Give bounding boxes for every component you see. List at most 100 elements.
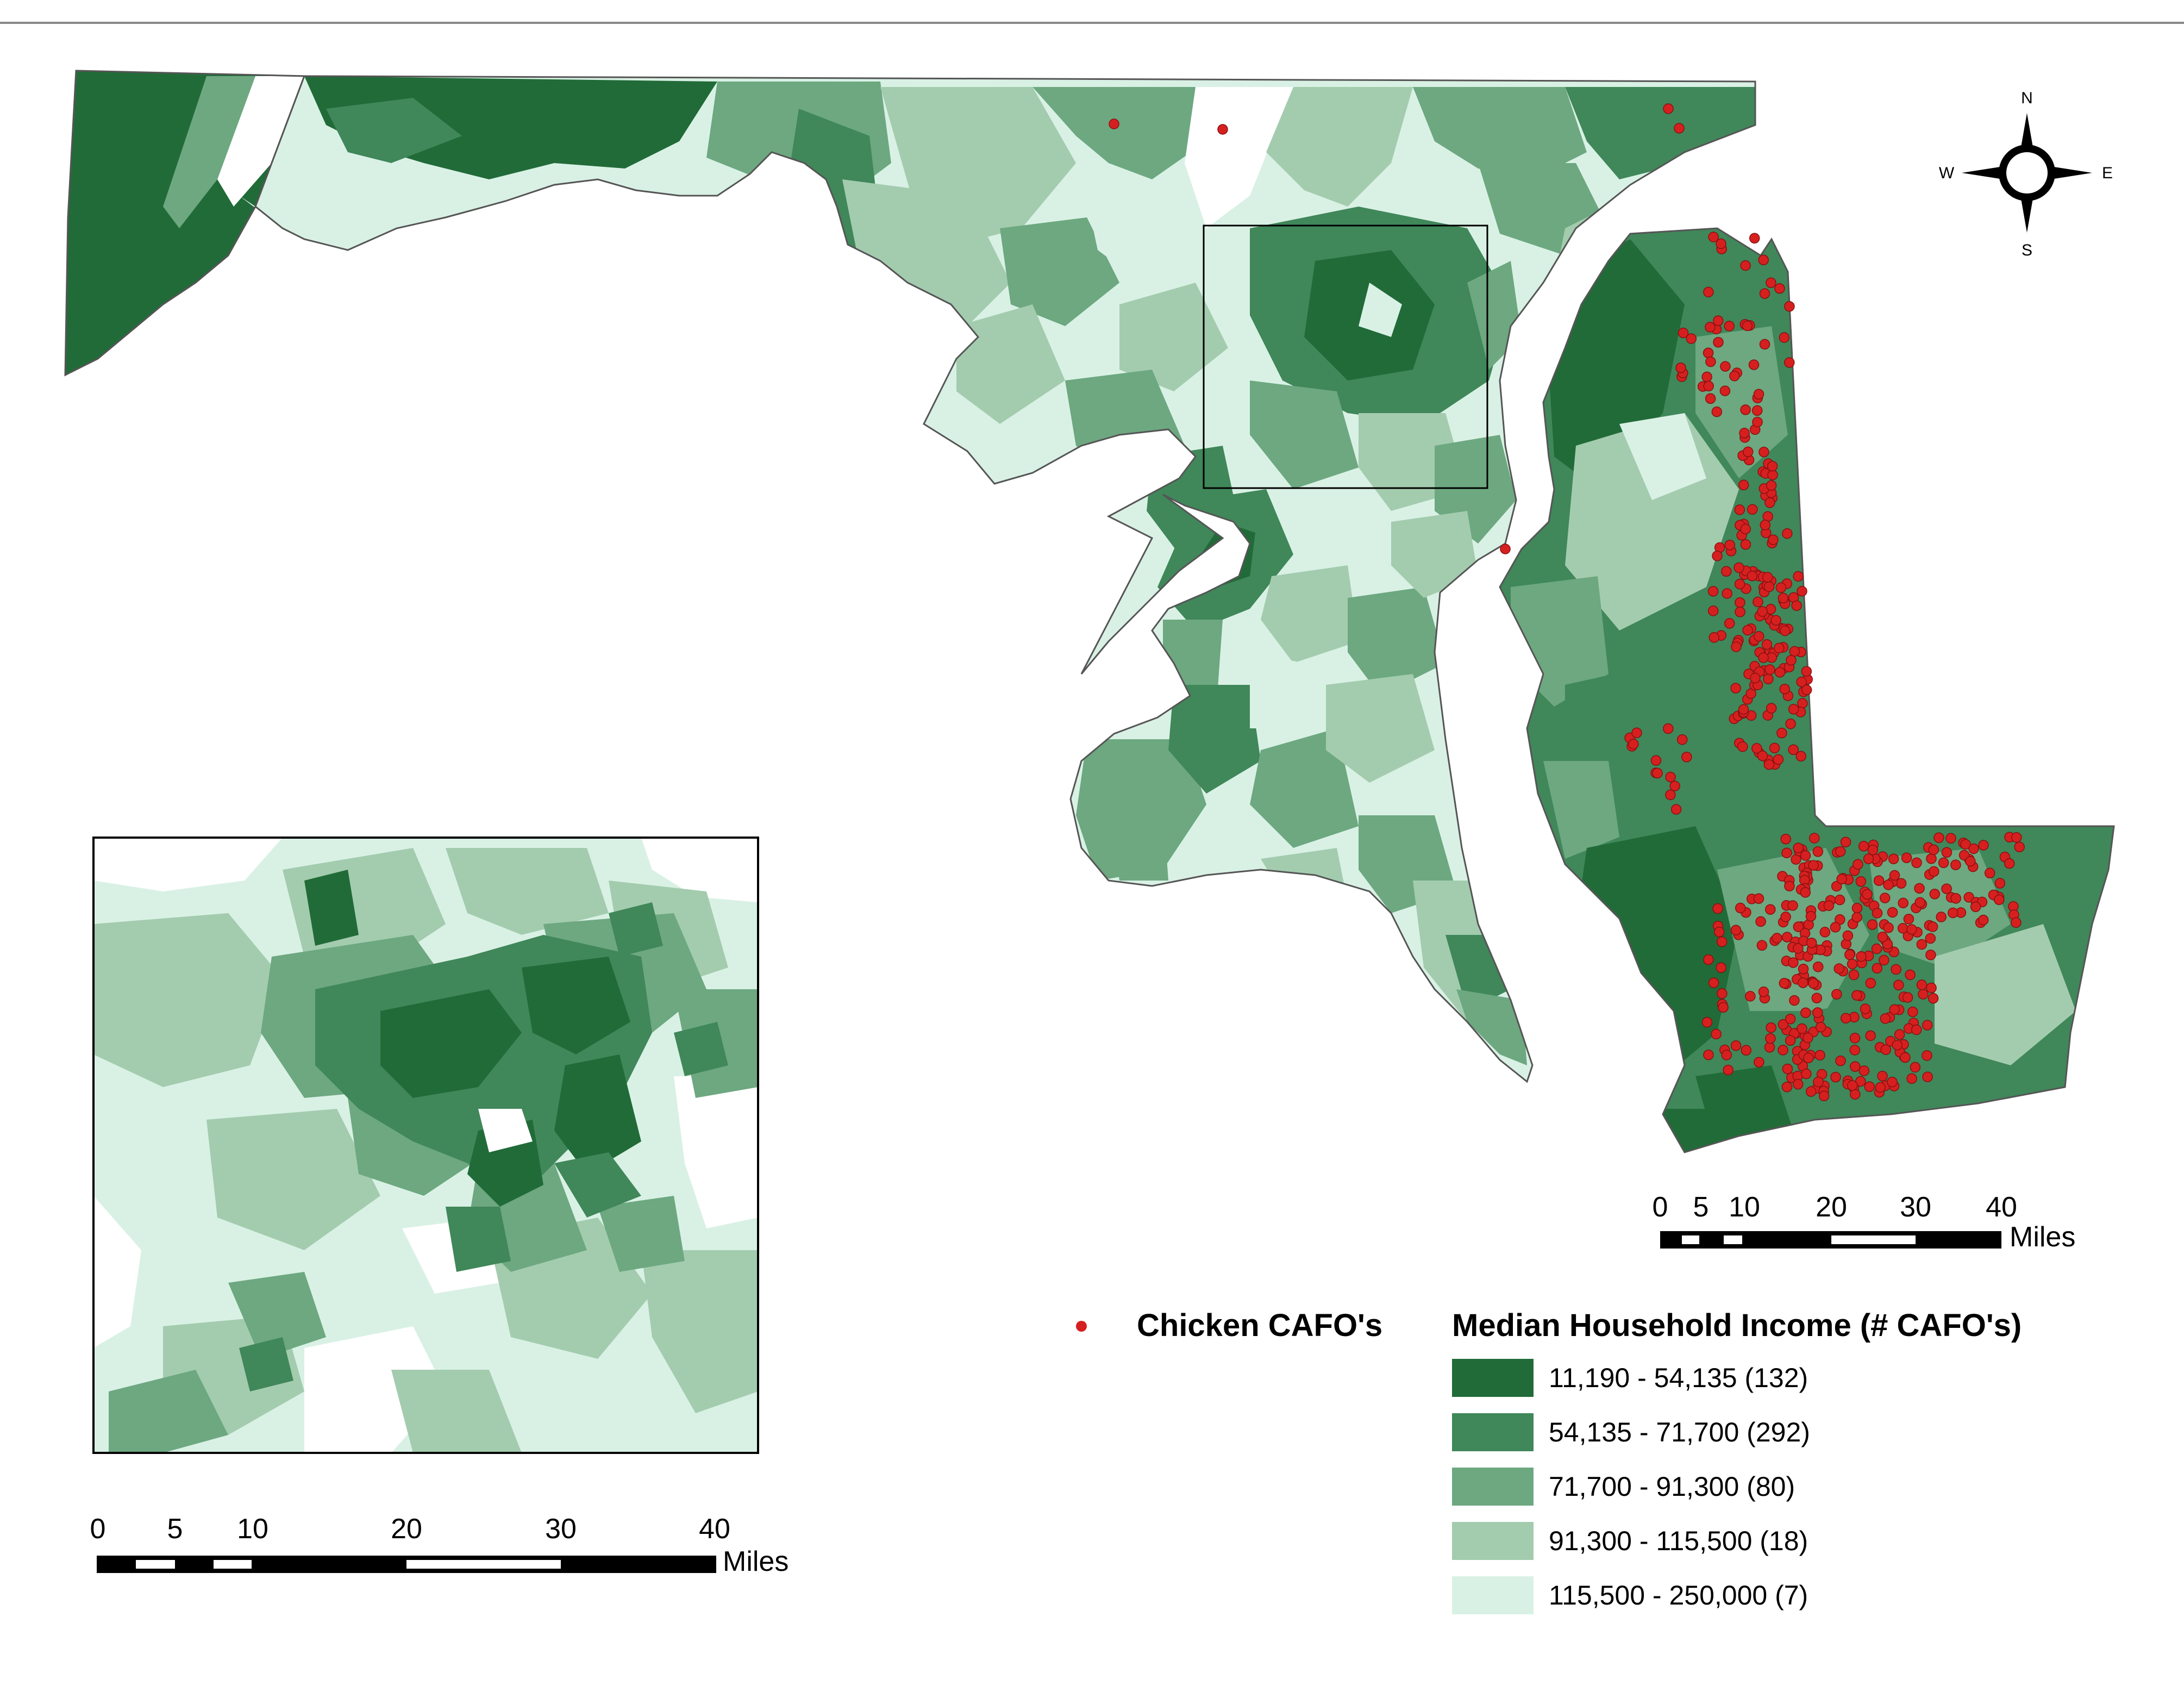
legend-class-label-3: 71,700 - 91,300 (80) <box>1549 1471 1795 1502</box>
cafo-point <box>1883 879 1894 890</box>
cafo-point <box>1819 927 1831 938</box>
cafo-point <box>1708 232 1719 242</box>
cafo-point <box>1628 739 1639 750</box>
cafo-point <box>1994 878 2006 889</box>
cafo-point <box>1882 939 1893 950</box>
cafo-point <box>1914 883 1925 894</box>
cafo-point <box>1779 978 1790 989</box>
cafo-point <box>1724 618 1735 629</box>
cafo-point <box>1798 977 1808 988</box>
cafo-point <box>1978 914 1989 926</box>
cafo-point <box>1905 969 1916 981</box>
cafo-point <box>1887 1076 1898 1088</box>
cafo-point <box>1729 370 1740 382</box>
cafo-point <box>1927 921 1938 932</box>
cafo-point <box>1720 361 1731 372</box>
cafo-point <box>1707 606 1719 616</box>
cafo-point <box>1730 925 1742 936</box>
cafo-point <box>1775 582 1787 593</box>
legend-swatch-2 <box>1452 1413 1534 1451</box>
cafo-point <box>1835 846 1846 857</box>
cafo-point <box>1757 606 1768 617</box>
cafo-point <box>1808 860 1819 871</box>
legend-cafo-label: Chicken CAFO's <box>1137 1308 1382 1343</box>
cafo-point <box>1877 1070 1888 1082</box>
cafo-point <box>1701 371 1712 383</box>
cafo-point <box>1858 841 1869 852</box>
cafo-point <box>1734 504 1745 515</box>
cafo-point <box>1925 950 1936 960</box>
cafo-point <box>1759 288 1770 299</box>
cafo-point <box>1782 528 1793 539</box>
cafo-point <box>1780 833 1791 845</box>
cafo-point <box>1963 892 1974 903</box>
cafo-point <box>1883 922 1894 933</box>
cafo-point <box>1968 843 1979 854</box>
cafo-point <box>1711 1028 1722 1040</box>
cafo-point <box>1730 1040 1742 1051</box>
cafo-point <box>1849 1045 1860 1056</box>
cafo-point <box>1711 406 1723 417</box>
inset-frame <box>92 837 759 1454</box>
cafo-point <box>1712 903 1723 914</box>
cafo-point <box>1895 878 1907 889</box>
cafo-point <box>1833 963 1844 974</box>
cafo-point <box>1906 1073 1917 1084</box>
cafo-point <box>1674 123 1685 134</box>
legend: Chicken CAFO's Median Household Income (… <box>1076 1308 2022 1614</box>
cafo-point <box>1805 910 1817 922</box>
cafo-point <box>1788 704 1799 715</box>
cafo-point <box>1761 639 1773 650</box>
cafo-point <box>1759 446 1769 458</box>
cafo-point <box>1801 1068 1812 1079</box>
cafo-point <box>1914 897 1925 908</box>
cafo-point <box>1889 1004 1900 1015</box>
cafo-point <box>1867 919 1878 930</box>
cafo-point <box>1840 1013 1851 1024</box>
cafo-point <box>1752 416 1763 428</box>
cafo-point <box>1686 333 1697 344</box>
cafo-point <box>1945 833 1956 844</box>
cafo-point <box>1763 759 1775 770</box>
cafo-point <box>1786 654 1797 666</box>
main-scale-units: Miles <box>2010 1221 2075 1253</box>
cafo-point <box>1950 893 1961 904</box>
cafo-point <box>1911 1024 1922 1035</box>
cafo-point <box>1922 1020 1933 1031</box>
legend-title: Median Household Income (# CAFO's) <box>1452 1308 2022 1343</box>
cafo-point <box>1910 1062 1921 1073</box>
cafo-point <box>1766 703 1777 714</box>
cafo-point <box>1766 480 1777 491</box>
cafo-point <box>1897 923 1908 934</box>
cafo-point <box>1770 615 1781 626</box>
cafo-point <box>1784 301 1795 312</box>
cafo-point <box>1717 988 1728 999</box>
cafo-point <box>1731 641 1742 652</box>
cafo-point <box>1950 859 1961 870</box>
cafo-point <box>2004 858 2015 869</box>
cafo-point <box>1863 853 1874 864</box>
cafo-point <box>1806 937 1817 948</box>
cafo-point <box>1867 845 1879 856</box>
compass-east-arrow <box>2043 165 2092 180</box>
cafo-point <box>1747 570 1758 582</box>
cafo-point <box>1703 347 1714 359</box>
cafo-point <box>1812 846 1824 857</box>
cafo-point <box>1929 889 1941 900</box>
inset-scale-tick-20: 20 <box>391 1513 422 1545</box>
cafo-point <box>1801 684 1812 696</box>
cafo-point <box>1862 889 1873 900</box>
main-scale-tick-40: 40 <box>1986 1191 2017 1223</box>
cafo-point <box>1922 1071 1933 1082</box>
legend-class-label-4: 91,300 - 115,500 (18) <box>1549 1526 1808 1556</box>
cafo-point <box>1738 704 1749 715</box>
cafo-point <box>1789 995 1800 1006</box>
cafo-point <box>1663 103 1674 114</box>
cafo-point <box>1709 632 1720 643</box>
legend-swatch-3 <box>1452 1468 1534 1506</box>
cafo-point <box>1849 1033 1861 1044</box>
legend-class-label-1: 11,190 - 54,135 (132) <box>1549 1363 1808 1393</box>
main-scale-tick-20: 20 <box>1816 1191 1847 1223</box>
cafo-point <box>1763 581 1775 592</box>
cafo-point <box>1889 870 1900 881</box>
